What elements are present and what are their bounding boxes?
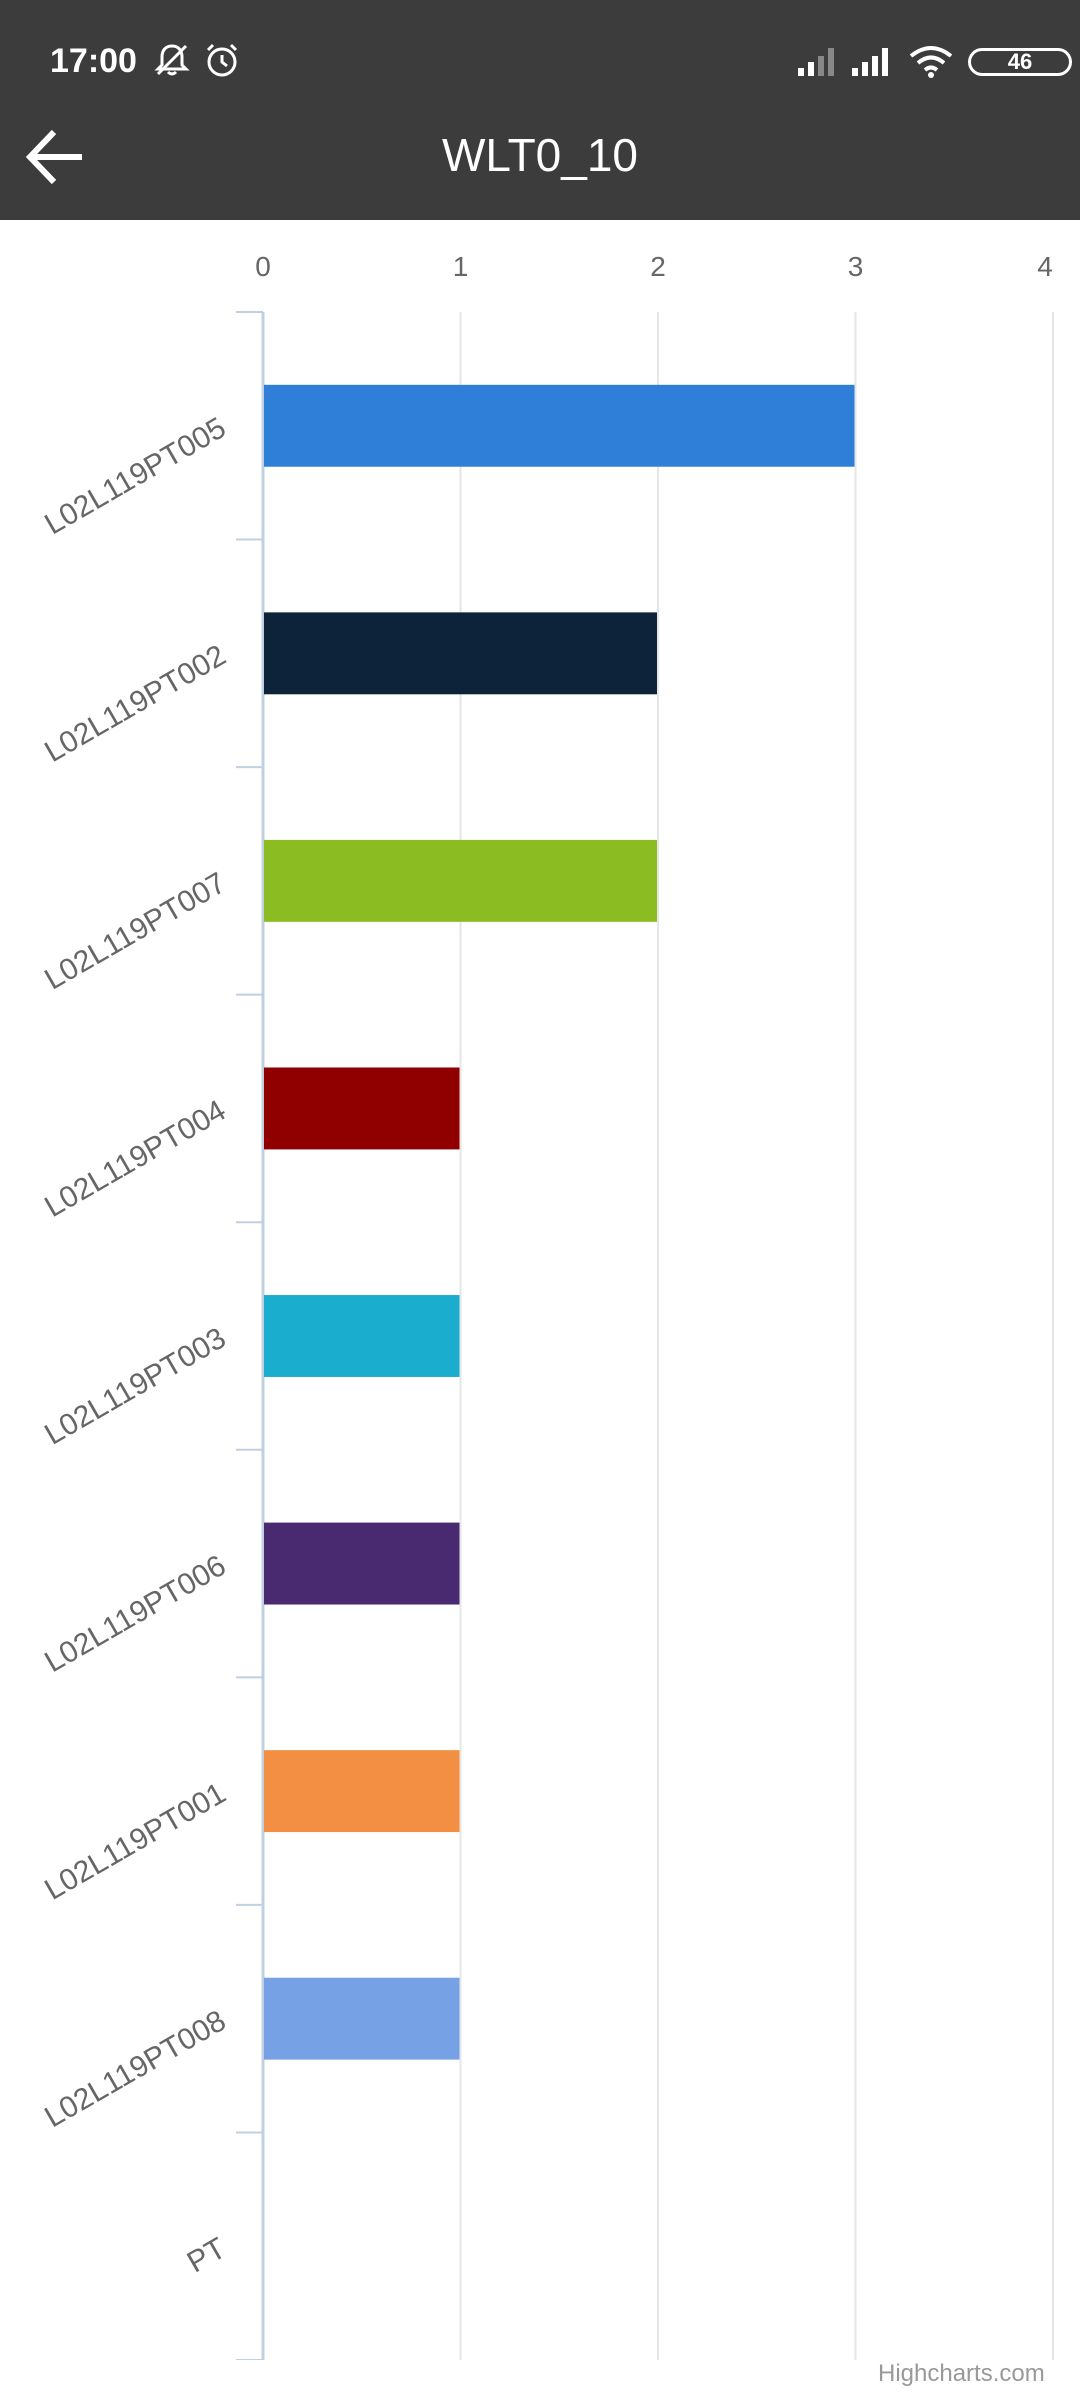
- category-label: L02L119PT004: [39, 1094, 231, 1224]
- bar[interactable]: [264, 612, 657, 695]
- category-label: L02L119PT006: [39, 1549, 231, 1679]
- x-tick-label: 4: [1037, 251, 1053, 282]
- category-label: L02L119PT005: [39, 411, 231, 541]
- battery-indicator: 46: [968, 48, 1072, 76]
- category-label: L02L119PT007: [39, 866, 231, 996]
- bar[interactable]: [264, 1750, 460, 1833]
- bell-off-icon: [152, 40, 192, 85]
- signal-icon: [796, 44, 840, 81]
- page-title: WLT0_10: [441, 129, 639, 181]
- category-label: L02L119PT008: [39, 2004, 231, 2134]
- category-label: L02L119PT003: [39, 1321, 231, 1451]
- category-label: L02L119PT001: [39, 1777, 231, 1907]
- back-button[interactable]: [22, 124, 88, 190]
- x-tick-label: 3: [848, 251, 864, 282]
- bar[interactable]: [264, 1067, 460, 1150]
- bar[interactable]: [264, 839, 657, 922]
- bar[interactable]: [264, 1522, 460, 1605]
- signal-icon: [850, 44, 894, 81]
- bar-chart: 0 1 2 3 4 L02L119PT005 L02L119PT002 L02L119PT00…: [39, 251, 1054, 2360]
- category-label: PT: [182, 2232, 232, 2280]
- bar[interactable]: [264, 1295, 460, 1377]
- x-tick-label: 2: [650, 251, 666, 282]
- x-tick-label: 0: [255, 251, 271, 282]
- status-time: 17:00: [50, 42, 137, 80]
- x-tick-label: 1: [453, 251, 469, 282]
- app-header: 17:00: [0, 0, 1080, 220]
- chart-credits[interactable]: Highcharts.com: [878, 2360, 1045, 2387]
- alarm-icon: [202, 40, 242, 85]
- wifi-icon: [908, 44, 954, 83]
- bar[interactable]: [264, 384, 855, 467]
- category-label: L02L119PT002: [39, 639, 231, 769]
- arrow-left-icon: [25, 129, 82, 185]
- bar[interactable]: [264, 1977, 460, 2060]
